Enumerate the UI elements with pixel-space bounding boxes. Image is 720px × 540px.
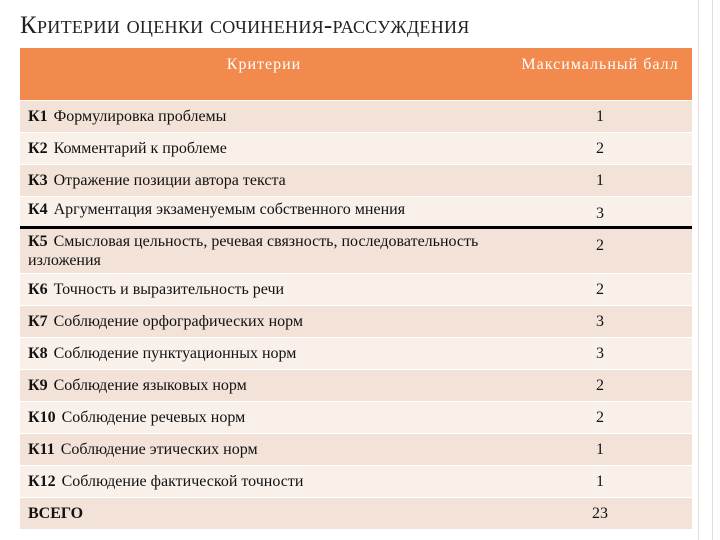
criterion-cell: К9 Соблюдение языковых норм xyxy=(20,369,508,402)
score-cell: 3 xyxy=(508,196,692,228)
criterion-cell: К5 Смысловая цельность, речевая связность… xyxy=(20,226,508,274)
criterion-text: Соблюдение языковых норм xyxy=(53,377,247,394)
header-cell: Максимальный балл xyxy=(508,48,692,101)
score-cell: 1 xyxy=(508,164,692,197)
score-cell: 1 xyxy=(508,100,692,133)
criterion-text: Аргументация экзаменуемым собственного м… xyxy=(53,201,406,218)
table-row: К9 Соблюдение языковых норм 2 xyxy=(20,369,692,402)
criterion-text: Отражение позиции автора текста xyxy=(53,172,286,189)
table-row: К2 Комментарий к проблеме 2 xyxy=(20,132,692,165)
total-label: ВСЕГО xyxy=(28,505,84,522)
frame-line xyxy=(698,0,699,540)
table-row: К12 Соблюдение фактической точности 1 xyxy=(20,465,692,498)
criterion-cell: К4 Аргументация экзаменуемым собственного… xyxy=(20,196,508,228)
criterion-text: Соблюдение речевых норм xyxy=(61,409,246,426)
criterion-code: К3 xyxy=(28,172,48,189)
criterion-code: К10 xyxy=(28,409,56,426)
table-row: К8 Соблюдение пунктуационных норм 3 xyxy=(20,337,692,370)
criterion-code: К11 xyxy=(28,441,55,458)
criterion-text: Соблюдение орфографических норм xyxy=(53,313,304,330)
criterion-cell: К8 Соблюдение пунктуационных норм xyxy=(20,337,508,370)
score-cell: 2 xyxy=(508,273,692,306)
table-row: К11 Соблюдение этических норм 1 xyxy=(20,433,692,466)
criterion-text: Соблюдение фактической точности xyxy=(61,473,304,490)
criterion-text: Соблюдение этических норм xyxy=(60,441,258,458)
criterion-code: К8 xyxy=(28,345,48,362)
criterion-code: К12 xyxy=(28,473,56,490)
table-row: К7 Соблюдение орфографических норм 3 xyxy=(20,305,692,338)
criterion-cell: К2 Комментарий к проблеме xyxy=(20,132,508,165)
total-score: 23 xyxy=(508,497,692,529)
criterion-cell: К3 Отражение позиции автора текста xyxy=(20,164,508,197)
criterion-text: Соблюдение пунктуационных норм xyxy=(53,345,297,362)
criterion-cell: К6 Точность и выразительность речи xyxy=(20,273,508,306)
frame-line xyxy=(712,0,713,540)
criteria-table: Критерии Максимальный балл К1 Формулировк… xyxy=(20,48,692,529)
criterion-text: Смысловая цельность, речевая связность, … xyxy=(28,233,479,269)
criterion-code: К9 xyxy=(28,377,48,394)
table-row: К1 Формулировка проблемы 1 xyxy=(20,100,692,133)
criterion-cell: К1 Формулировка проблемы xyxy=(20,100,508,133)
criterion-text: Комментарий к проблеме xyxy=(53,140,227,157)
criterion-code: К6 xyxy=(28,281,48,298)
criterion-code: К2 xyxy=(28,140,48,157)
table-row: К10 Соблюдение речевых норм 2 xyxy=(20,401,692,434)
criterion-cell: К7 Соблюдение орфографических норм xyxy=(20,305,508,338)
criterion-code: К7 xyxy=(28,313,48,330)
criterion-code: К4 xyxy=(28,201,48,218)
slide-title: Критерии оценки сочинения-рассуждения xyxy=(20,12,470,39)
score-cell: 2 xyxy=(508,401,692,434)
score-cell: 3 xyxy=(508,337,692,370)
table-row: К3 Отражение позиции автора текста 1 xyxy=(20,164,692,197)
table-row: К5 Смысловая цельность, речевая связность… xyxy=(20,226,692,274)
criterion-code: К1 xyxy=(28,108,48,125)
score-cell: 2 xyxy=(508,226,692,274)
table-row: К4 Аргументация экзаменуемым собственного… xyxy=(20,196,692,228)
criterion-code: К5 xyxy=(28,233,48,250)
criterion-text: Формулировка проблемы xyxy=(53,108,227,125)
score-cell: 3 xyxy=(508,305,692,338)
score-cell: 1 xyxy=(508,433,692,466)
table-row: К6 Точность и выразительность речи 2 xyxy=(20,273,692,306)
header-row: Критерии Максимальный балл xyxy=(20,48,692,101)
total-row: ВСЕГО 23 xyxy=(20,497,692,529)
total-label-cell: ВСЕГО xyxy=(20,497,508,529)
criterion-cell: К10 Соблюдение речевых норм xyxy=(20,401,508,434)
criterion-cell: К11 Соблюдение этических норм xyxy=(20,433,508,466)
score-cell: 1 xyxy=(508,465,692,498)
header-cell: Критерии xyxy=(20,48,508,101)
score-cell: 2 xyxy=(508,132,692,165)
criterion-text: Точность и выразительность речи xyxy=(53,281,285,298)
criterion-cell: К12 Соблюдение фактической точности xyxy=(20,465,508,498)
score-cell: 2 xyxy=(508,369,692,402)
